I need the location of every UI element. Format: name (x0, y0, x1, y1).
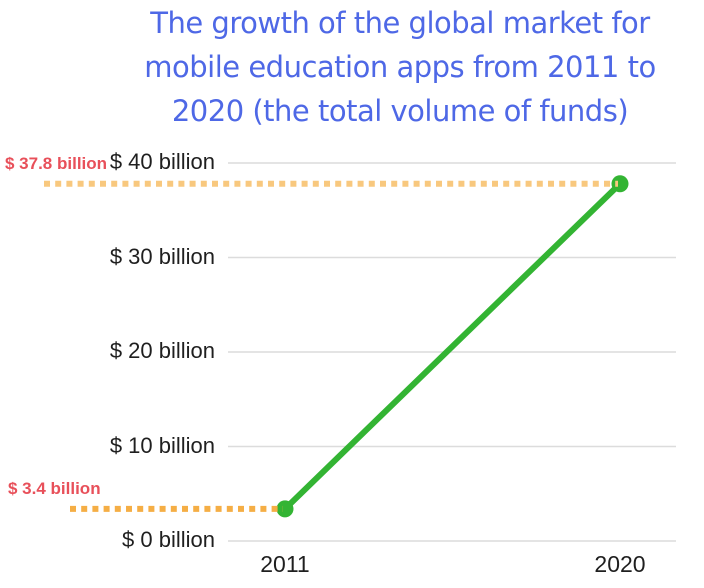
annotation-label-37-8-billion: $ 37.8 billion (5, 153, 108, 173)
annotation-label-3-4-billion: $ 3.4 billion (8, 478, 101, 498)
chart-title-line-1: The growth of the global market for (150, 6, 650, 40)
y-tick-label-20: $ 20 billion (109, 338, 215, 363)
y-tick-label-40: $ 40 billion (109, 149, 215, 174)
data-point-2020 (611, 175, 629, 193)
series-line (282, 180, 623, 512)
x-tick-label-2020: 2020 (594, 551, 646, 577)
y-tick-label-30: $ 30 billion (109, 243, 215, 269)
chart-title-line-2: mobile education apps from 2011 to (144, 50, 656, 84)
y-tick-label-0: $ 0 billion (122, 527, 215, 552)
y-tick-label-10: $ 10 billion (109, 432, 215, 458)
data-point-2011 (276, 500, 294, 518)
x-tick-label-2011: 2011 (260, 551, 310, 577)
chart-title-line-3: 2020 (the total volume of funds) (171, 94, 629, 128)
chart-title: The growth of the global market for mobi… (96, 1, 704, 133)
